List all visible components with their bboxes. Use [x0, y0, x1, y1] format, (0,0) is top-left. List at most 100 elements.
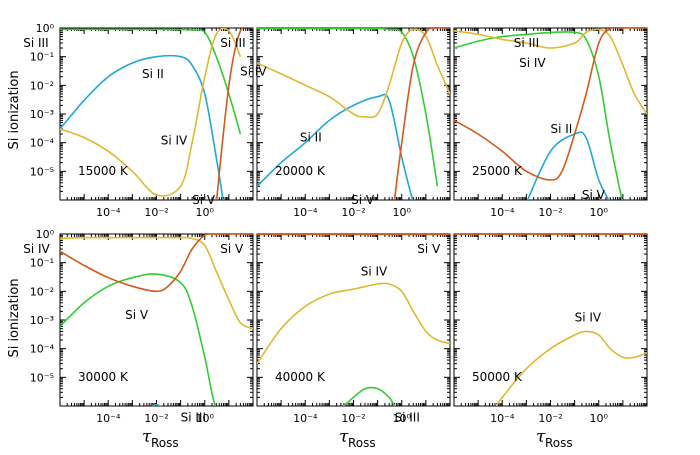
- ion-label: Si III: [23, 36, 48, 50]
- ion-label: Si IV: [519, 56, 546, 70]
- panel-grid: 10⁻⁴ 10⁻² 10⁰ 10⁰ 10⁻¹ 10⁻² 10⁻³ 10⁻⁴ 10⁻⁵ Si III…: [23, 22, 648, 425]
- series-si-ii: [526, 131, 610, 200]
- series-si-iv: [257, 282, 450, 365]
- temperature-label: 25000 K: [472, 164, 523, 178]
- series-si-iv: [60, 236, 253, 330]
- panel-4: 10⁻⁴ 10⁻² 10⁰ 10⁰ 10⁻¹ 10⁻² 10⁻³ 10⁻⁴ 10⁻⁵ Si IV S…: [23, 228, 254, 425]
- y-tick-label: 10⁰: [36, 228, 55, 241]
- series-si-v: [393, 28, 450, 200]
- x-axis-title-tau: τ: [536, 427, 546, 447]
- panel-curves: [257, 234, 450, 406]
- x-axis-title-right: τ Ross: [536, 427, 573, 450]
- panel-6: 10⁻⁴ 10⁻² 10⁰ Si V Si IV 50000 K: [417, 233, 648, 425]
- ion-label: Si V: [192, 193, 216, 207]
- panel-5: 10⁻⁴ 10⁻² 10⁰ Si V Si IV Si III 40000 K: [220, 233, 451, 425]
- series-si-iii: [60, 28, 242, 135]
- y-axis-title-bottom: Si ionization: [7, 278, 22, 357]
- panel-curves: [60, 28, 253, 200]
- x-tick-label: 10⁻²: [144, 206, 168, 219]
- x-axis-title-sub: Ross: [348, 436, 376, 450]
- temperature-label: 15000 K: [78, 164, 129, 178]
- panel-3: 10⁻⁴ 10⁻² 10⁰ Si III Si IV Si II Si V 25000 K: [453, 27, 648, 219]
- series-si-iii: [257, 28, 439, 187]
- x-axis-title-sub: Ross: [151, 436, 179, 450]
- series-si-iv: [60, 28, 242, 197]
- x-tick-label: 10⁻²: [144, 412, 168, 425]
- y-tick-label: 10⁻⁵: [30, 165, 54, 178]
- x-tick-label: 10⁻²: [341, 412, 365, 425]
- x-axis-title-tau: τ: [142, 427, 152, 447]
- ion-label: Si IV: [575, 311, 602, 325]
- temperature-label: 20000 K: [275, 164, 326, 178]
- y-tick-label: 10⁻³: [30, 108, 54, 121]
- x-tick-label: 10⁻⁴: [490, 206, 515, 219]
- series-si-ii: [151, 403, 162, 406]
- x-axis-title-middle: τ Ross: [339, 427, 376, 450]
- series-si-iii: [454, 31, 623, 200]
- series-si-iii: [342, 386, 396, 406]
- x-tick-label: 10⁻²: [538, 206, 562, 219]
- x-axis-title-tau: τ: [339, 427, 349, 447]
- series-si-v: [454, 28, 647, 181]
- x-tick-label: 10⁻⁴: [96, 412, 121, 425]
- y-tick-label: 10⁻⁵: [30, 371, 54, 384]
- x-tick-label: 10⁰: [590, 412, 609, 425]
- y-tick-label: 10⁻²: [30, 285, 54, 298]
- y-axis-title-top: Si ionization: [7, 70, 22, 149]
- panel-2: 10⁻⁴ 10⁻² 10⁰ Si III Si IV Si II Si V 20000 K: [220, 27, 451, 219]
- temperature-label: 40000 K: [275, 370, 326, 384]
- y-tick-label: 10⁻¹: [30, 51, 54, 64]
- series-si-v: [60, 234, 253, 293]
- series-si-iii: [60, 273, 217, 406]
- ion-label: Si III: [394, 410, 419, 424]
- series-si-iv: [495, 330, 647, 406]
- ion-label: Si II: [142, 67, 164, 81]
- series-si-iv: [257, 28, 450, 119]
- ion-label: Si III: [220, 36, 245, 50]
- x-tick-label: 10⁰: [196, 206, 215, 219]
- series-si-ii: [60, 54, 224, 200]
- series-si-v: [215, 28, 253, 200]
- x-tick-label: 10⁰: [196, 412, 215, 425]
- y-tick-label: 10⁻⁴: [30, 137, 55, 150]
- series-si-ii: [257, 93, 414, 200]
- x-tick-label: 10⁰: [590, 206, 609, 219]
- x-tick-label: 10⁰: [393, 206, 412, 219]
- ion-label: Si III: [514, 36, 539, 50]
- y-tick-label: 10⁻²: [30, 79, 54, 92]
- ion-label: Si III: [181, 410, 206, 424]
- ion-label: Si V: [220, 242, 244, 256]
- ion-label: Si V: [417, 242, 441, 256]
- panel-curves: [454, 234, 647, 406]
- panel-curves: [454, 28, 647, 200]
- x-tick-label: 10⁻²: [341, 206, 365, 219]
- x-axis-title-left: τ Ross: [142, 427, 179, 450]
- y-tick-label: 10⁰: [36, 22, 55, 35]
- ion-label: Si IV: [240, 65, 267, 79]
- ion-label: Si II: [551, 122, 573, 136]
- x-axis-title-sub: Ross: [545, 436, 573, 450]
- x-tick-label: 10⁻⁴: [293, 206, 318, 219]
- panel-curves: [257, 28, 450, 200]
- x-tick-label: 10⁻⁴: [96, 206, 121, 219]
- ion-label: Si II: [300, 131, 322, 145]
- temperature-label: 50000 K: [472, 370, 523, 384]
- y-tick-label: 10⁻⁴: [30, 343, 55, 356]
- ion-label: Si V: [125, 308, 149, 322]
- temperature-label: 30000 K: [78, 370, 129, 384]
- ion-label: Si IV: [23, 242, 50, 256]
- x-tick-label: 10⁻⁴: [293, 412, 318, 425]
- panel-curves: [60, 234, 253, 406]
- series-si-iv: [454, 28, 647, 115]
- y-tick-label: 10⁻³: [30, 314, 54, 327]
- x-tick-label: 10⁰: [393, 412, 412, 425]
- x-tick-label: 10⁻²: [538, 412, 562, 425]
- y-tick-label: 10⁻¹: [30, 257, 54, 270]
- ion-label: Si V: [582, 188, 606, 202]
- panel-1: 10⁻⁴ 10⁻² 10⁰ 10⁰ 10⁻¹ 10⁻² 10⁻³ 10⁻⁴ 10⁻⁵ Si III…: [23, 22, 254, 219]
- ion-label: Si IV: [161, 133, 188, 147]
- ion-label: Si IV: [361, 264, 388, 278]
- ion-label: Si V: [351, 193, 375, 207]
- x-tick-label: 10⁻⁴: [490, 412, 515, 425]
